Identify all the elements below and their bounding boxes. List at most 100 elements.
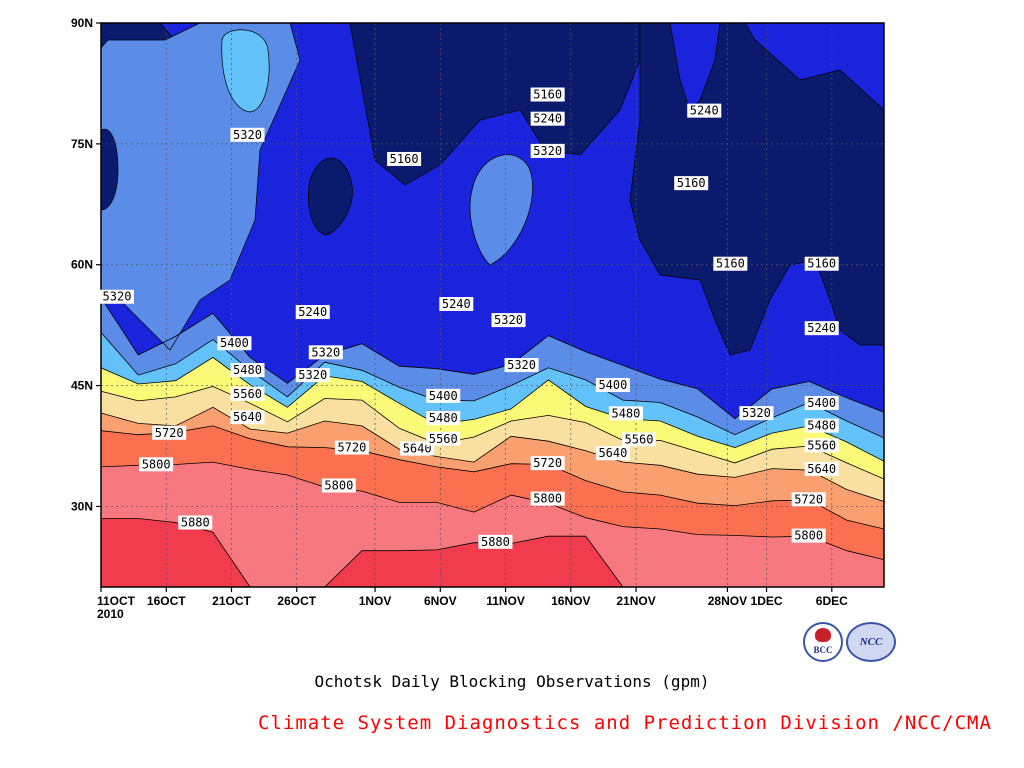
svg-text:5480: 5480 bbox=[233, 363, 262, 377]
svg-text:5240: 5240 bbox=[442, 297, 471, 311]
x-tick-label: 21NOV bbox=[616, 594, 655, 608]
y-tick-label: 30N bbox=[71, 499, 93, 513]
plot-area bbox=[101, 23, 884, 587]
svg-text:5800: 5800 bbox=[794, 529, 823, 543]
svg-text:5320: 5320 bbox=[494, 313, 523, 327]
contour-label-5240: 5240 bbox=[687, 103, 722, 118]
contour-label-5320: 5320 bbox=[504, 358, 539, 373]
contour-label-5800: 5800 bbox=[530, 491, 565, 506]
svg-text:5480: 5480 bbox=[807, 419, 836, 433]
contour-label-5240: 5240 bbox=[295, 305, 330, 320]
contour-label-5480: 5480 bbox=[426, 411, 461, 426]
svg-text:5320: 5320 bbox=[298, 368, 327, 382]
contour-line-5320 bbox=[101, 297, 884, 420]
contour-label-5400: 5400 bbox=[595, 377, 630, 392]
contour-label-5320: 5320 bbox=[230, 127, 265, 142]
svg-text:5560: 5560 bbox=[625, 432, 654, 446]
contour-label-5560: 5560 bbox=[230, 386, 265, 401]
credit-line: Climate System Diagnostics and Predictio… bbox=[258, 712, 992, 734]
band-5240-pocket bbox=[101, 128, 119, 211]
contour-labels: 5880 5880 5800 5800 5800 5800 5720 5720 5720 5720… bbox=[100, 87, 839, 549]
svg-text:5640: 5640 bbox=[598, 446, 627, 460]
chart-title: Ochotsk Daily Blocking Observations (gpm… bbox=[314, 672, 710, 691]
contour-label-5320: 5320 bbox=[295, 368, 330, 383]
svg-text:5240: 5240 bbox=[533, 112, 562, 126]
svg-text:5320: 5320 bbox=[533, 144, 562, 158]
bcc-logo: BCC bbox=[803, 622, 843, 662]
contour-label-5720: 5720 bbox=[334, 440, 369, 455]
svg-text:5160: 5160 bbox=[677, 176, 706, 190]
svg-text:5160: 5160 bbox=[533, 88, 562, 102]
contour-label-5560: 5560 bbox=[426, 431, 461, 446]
x-tick-label: 1NOV bbox=[359, 594, 392, 608]
x-tick-label: 6DEC bbox=[816, 594, 848, 608]
svg-text:5320: 5320 bbox=[742, 406, 771, 420]
contour-line-5800 bbox=[101, 461, 884, 560]
y-tick-label: 45N bbox=[71, 379, 93, 393]
contour-label-5640: 5640 bbox=[804, 462, 839, 477]
svg-text:5560: 5560 bbox=[807, 438, 836, 452]
contour-label-5240: 5240 bbox=[439, 297, 474, 311]
contour-label-5320: 5320 bbox=[100, 289, 134, 304]
svg-text:5400: 5400 bbox=[807, 396, 836, 410]
band-5880 bbox=[101, 518, 884, 587]
y-tick-label: 90N bbox=[71, 16, 93, 30]
contour-label-5880: 5880 bbox=[478, 534, 513, 549]
bcc-emblem-icon bbox=[815, 628, 831, 642]
contour-label-5160: 5160 bbox=[530, 87, 565, 102]
contour-label-5480: 5480 bbox=[608, 406, 643, 421]
contour-label-5560: 5560 bbox=[804, 438, 839, 453]
svg-text:5240: 5240 bbox=[298, 305, 327, 319]
y-axis: 30N 45N 60N 75N 90N bbox=[71, 16, 101, 513]
x-axis: 2010 11OCT 16OCT 21OCT 26OCT 1NOV 6NOV 11NOV 16… bbox=[97, 587, 848, 621]
contour-label-5240: 5240 bbox=[530, 111, 565, 126]
contour-label-5720: 5720 bbox=[152, 425, 187, 440]
contour-label-5640: 5640 bbox=[230, 410, 265, 425]
contour-line-5720 bbox=[101, 425, 884, 530]
svg-text:5720: 5720 bbox=[794, 492, 823, 506]
svg-text:5720: 5720 bbox=[533, 456, 562, 470]
svg-text:5640: 5640 bbox=[403, 442, 432, 456]
svg-text:5880: 5880 bbox=[481, 535, 510, 549]
contour-label-5640: 5640 bbox=[400, 441, 435, 456]
contour-label-5160: 5160 bbox=[674, 176, 709, 191]
svg-text:5400: 5400 bbox=[220, 336, 249, 350]
svg-text:5480: 5480 bbox=[611, 406, 640, 420]
contour-label-5160: 5160 bbox=[387, 151, 422, 166]
y-tick-label: 60N bbox=[71, 258, 93, 272]
x-year-label: 2010 bbox=[97, 607, 124, 621]
svg-text:5400: 5400 bbox=[598, 378, 627, 392]
contour-label-5800: 5800 bbox=[791, 528, 826, 543]
contour-label-5720: 5720 bbox=[530, 456, 565, 471]
x-tick-label: 26OCT bbox=[277, 594, 316, 608]
svg-text:5720: 5720 bbox=[337, 441, 366, 455]
x-tick-label: 21OCT bbox=[212, 594, 251, 608]
contour-label-5320: 5320 bbox=[530, 143, 565, 158]
svg-text:5160: 5160 bbox=[716, 257, 745, 271]
x-tick-label: 16NOV bbox=[551, 594, 590, 608]
plot-frame bbox=[100, 22, 885, 588]
x-tick-label: 11NOV bbox=[486, 594, 525, 608]
upper-contours bbox=[101, 23, 884, 356]
contour-label-5640: 5640 bbox=[595, 446, 630, 461]
x-tick-label: 16OCT bbox=[147, 594, 186, 608]
x-tick-label: 28NOV bbox=[708, 594, 747, 608]
contour-label-5400: 5400 bbox=[217, 336, 252, 351]
svg-text:5800: 5800 bbox=[324, 478, 353, 492]
svg-text:5320: 5320 bbox=[507, 358, 536, 372]
svg-text:5320: 5320 bbox=[311, 345, 340, 359]
contour-label-5160: 5160 bbox=[713, 256, 748, 271]
grid bbox=[101, 23, 884, 587]
contour-label-5320: 5320 bbox=[491, 313, 526, 328]
band-5240-ridge bbox=[669, 23, 721, 111]
ncc-logo: NCC bbox=[846, 622, 896, 662]
svg-text:5880: 5880 bbox=[181, 516, 210, 530]
band-5400-cell bbox=[221, 29, 270, 113]
band-5320-blob bbox=[469, 154, 533, 266]
svg-text:5240: 5240 bbox=[807, 321, 836, 335]
svg-text:5640: 5640 bbox=[233, 410, 262, 424]
contour-label-5400: 5400 bbox=[804, 396, 839, 411]
svg-text:5800: 5800 bbox=[533, 492, 562, 506]
contour-label-5880: 5880 bbox=[178, 515, 213, 530]
